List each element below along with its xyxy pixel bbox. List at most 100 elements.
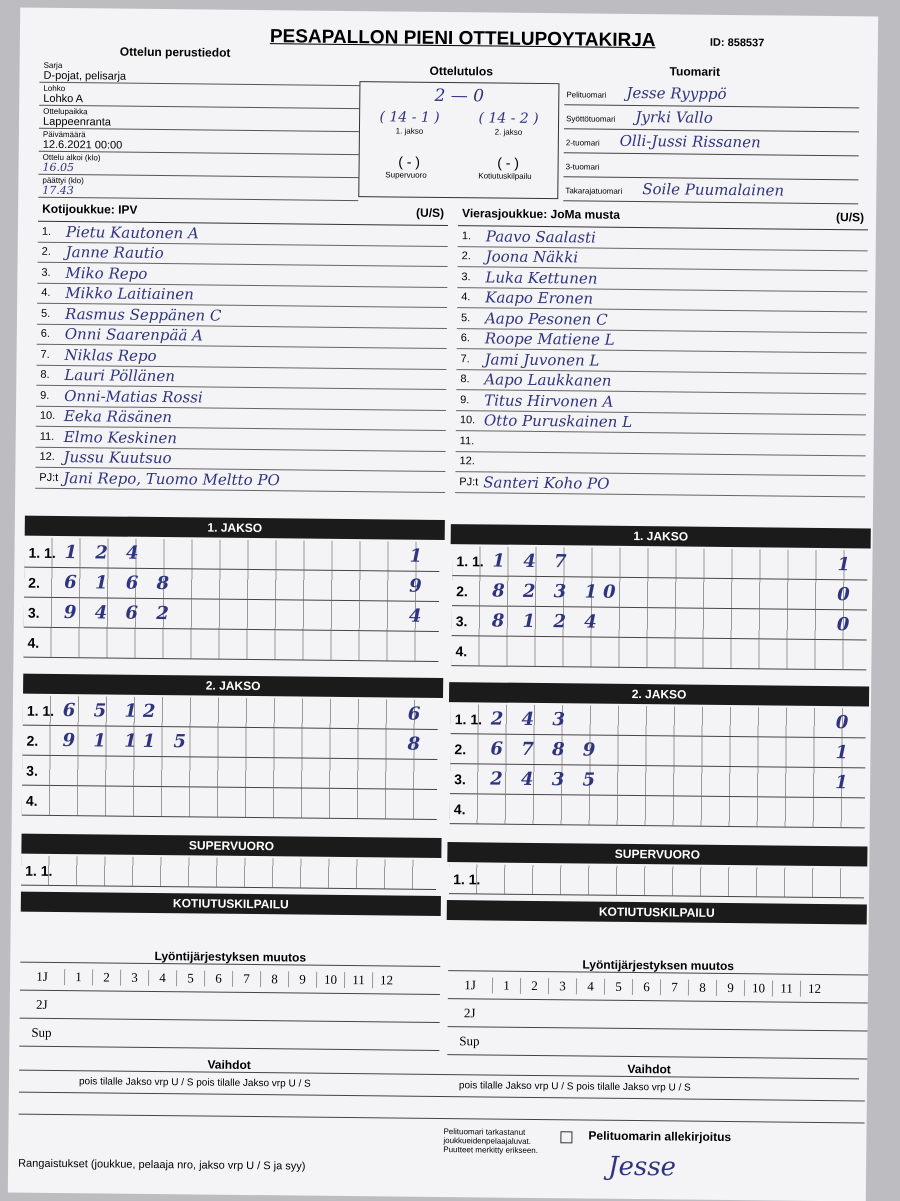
row-number: 1. 1. <box>451 711 491 727</box>
team-name: Kotijoukkue: IPV <box>42 202 138 220</box>
order-number: 5 <box>176 970 204 986</box>
order-row: Sup <box>19 1019 439 1051</box>
coaches-label: PJ:t <box>455 476 483 488</box>
order-number: 11 <box>344 971 372 987</box>
runs: 1 <box>409 546 439 567</box>
order-number: 10 <box>316 971 344 987</box>
order-number: 7 <box>660 979 688 995</box>
referee-name: Soile Puumalainen <box>642 180 784 199</box>
order-number: 4 <box>148 969 176 985</box>
info-field: Ottelu alkoi (klo)16.05 <box>38 152 358 178</box>
batting-sequence: 9 1 11 5 <box>62 730 407 755</box>
check-checkbox[interactable] <box>560 1131 572 1143</box>
row-number: 3. <box>24 604 64 620</box>
label: 1. jakso <box>396 126 424 136</box>
inning-row: 4. <box>450 794 865 828</box>
player-number: 7. <box>457 353 485 365</box>
kotiutus-bar: KOTIUTUSKILPAILU <box>447 900 867 924</box>
runs: 0 <box>837 614 867 635</box>
team-name: Vierasjoukkue: JoMa musta <box>462 206 620 225</box>
row-label: 2J <box>20 996 64 1012</box>
penalties-label: Rangaistukset (joukkue, pelaaja nro, jak… <box>18 1158 305 1173</box>
row-label: 2J <box>448 1005 492 1021</box>
order-number: 12 <box>372 972 400 988</box>
referees-heading: Tuomarit <box>670 64 721 79</box>
player-number: 11. <box>36 430 64 442</box>
supervuoro-bar: SUPERVUORO <box>447 842 867 866</box>
subs-columns-home: pois tilalle Jakso vrp U / S pois tilall… <box>19 1076 439 1091</box>
player-name: Elmo Keskinen <box>64 428 177 447</box>
inning-row: 3. <box>22 756 437 790</box>
row-number: 1. 1. <box>449 871 489 887</box>
order-number: 4 <box>576 978 604 994</box>
player-number: 12. <box>455 455 483 467</box>
order-row: 2J <box>448 999 868 1031</box>
player-number: 1. <box>458 230 486 242</box>
label: Supervuoro <box>385 170 426 180</box>
player-number: 5. <box>37 307 65 319</box>
row-number: 4. <box>22 792 62 808</box>
batting-sequence: 9 4 6 2 <box>64 602 409 627</box>
player-name: Titus Hirvonen A <box>484 391 613 410</box>
order-number: 9 <box>716 979 744 995</box>
player-number: 12. <box>35 451 63 463</box>
order-number: 9 <box>288 971 316 987</box>
scoresheet: PESAPALLON PIENI OTTELUPOYTAKIRJA ID: 85… <box>8 8 878 1201</box>
order-number: 10 <box>744 980 772 996</box>
player-name: Roope Matiene L <box>485 330 615 349</box>
runs: 6 <box>408 704 438 725</box>
player-number: 2. <box>38 246 66 258</box>
player-number: 1. <box>38 225 66 237</box>
row-number: 2. <box>22 732 62 748</box>
batting-sequence <box>62 771 407 775</box>
player-name: Paavo Saalasti <box>486 227 596 246</box>
player-number: 11. <box>456 435 484 447</box>
row-number: 1. 1. <box>23 702 63 718</box>
us-marker: (U/S) <box>416 206 444 223</box>
player-number: 3. <box>457 271 485 283</box>
batting-sequence: 8 2 3 10 <box>492 581 837 606</box>
field-label: 3-tuomari <box>566 162 600 171</box>
signature: Jesse <box>608 1152 676 1183</box>
field-label: Takarajatuomari <box>565 186 622 196</box>
row-label: Sup <box>19 1024 63 1040</box>
row-number: 3. <box>22 762 62 778</box>
away-supervuoro-grid: 1. 1. <box>449 864 864 898</box>
kotiutus-bar: KOTIUTUSKILPAILU <box>21 892 441 916</box>
order-number: 2 <box>520 977 548 993</box>
runs: 1 <box>837 554 867 575</box>
order-row: 2J <box>20 991 440 1023</box>
player-name: Niklas Repo <box>65 346 157 365</box>
order-number: 6 <box>204 970 232 986</box>
player-name: Otto Puruskainen L <box>484 412 632 432</box>
referee-name: Jyrki Vallo <box>635 108 713 127</box>
period1-bar: 1. JAKSO <box>451 524 871 548</box>
field-label: 2-tuomari <box>566 138 600 147</box>
player-name: Eeka Räsänen <box>64 407 172 426</box>
period2-score: ( 14 - 2 ) <box>478 109 538 128</box>
row-number: 4. <box>450 801 490 817</box>
player-name: Pietu Kautonen A <box>66 223 199 242</box>
referee-field: Takarajatuomari Soile Puumalainen <box>563 177 858 204</box>
player-number: 8. <box>36 369 64 381</box>
player-number: 7. <box>37 348 65 360</box>
result-heading: Ottelutulos <box>430 64 493 79</box>
